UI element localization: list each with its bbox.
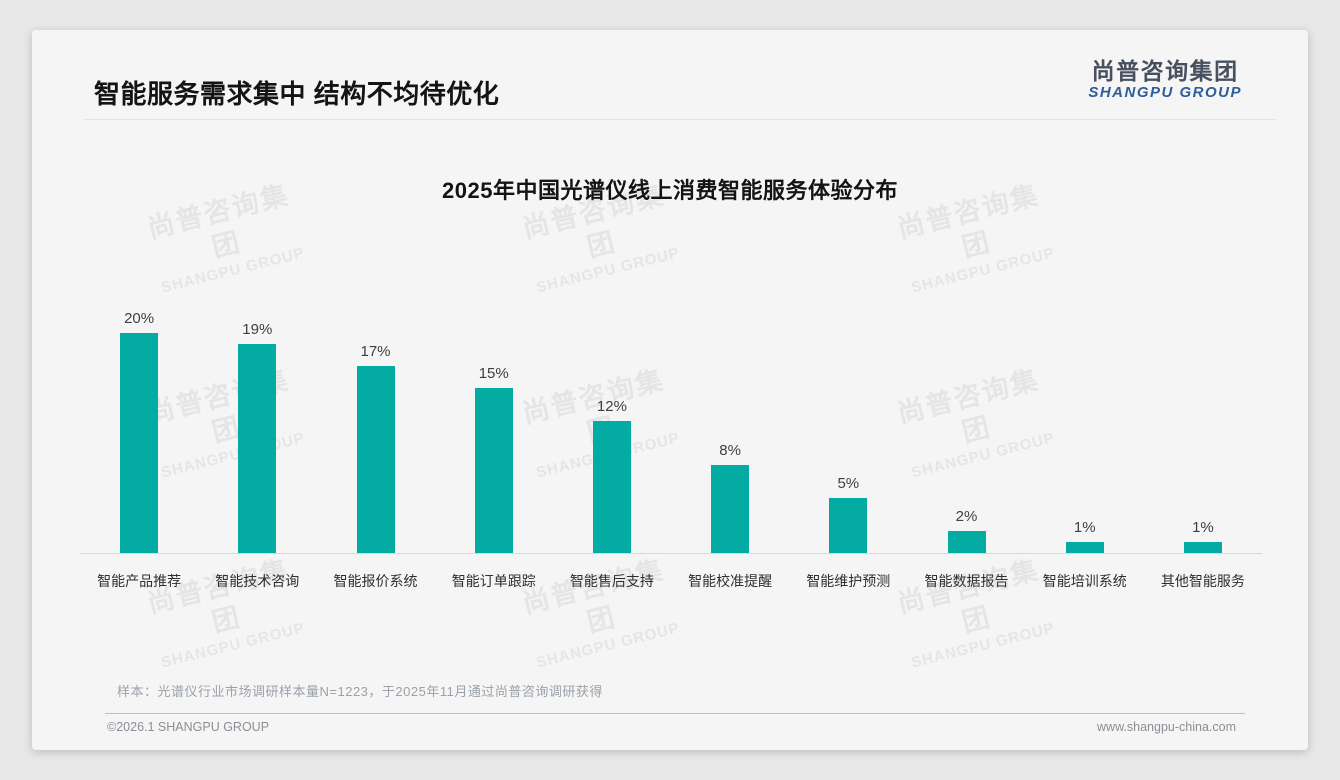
- x-axis-label: 智能数据报告: [924, 573, 1009, 589]
- x-axis-label: 智能售后支持: [569, 573, 654, 589]
- bar: [1183, 542, 1222, 553]
- watermark-english-text: SHANGPU GROUP: [909, 618, 1057, 672]
- bar-value-label: 17%: [360, 343, 391, 360]
- bar: [829, 498, 868, 553]
- x-axis-label: 智能校准提醒: [688, 573, 773, 589]
- bar-column: 2%: [907, 298, 1025, 553]
- logo-chinese-text: 尚普咨询集团: [1091, 58, 1239, 84]
- bar-column: 8%: [671, 298, 789, 553]
- company-logo: 尚普咨询集团 SHANGPU GROUP: [1088, 58, 1242, 102]
- x-axis-label: 智能报价系统: [333, 573, 418, 589]
- bar-value-label: 8%: [719, 442, 741, 459]
- bar-column: 12%: [553, 298, 671, 553]
- bar-column: 19%: [198, 298, 316, 553]
- x-axis-label: 智能培训系统: [1042, 573, 1127, 589]
- watermark-english-text: SHANGPU GROUP: [534, 243, 682, 297]
- bar: [474, 388, 513, 553]
- bar: [356, 366, 395, 553]
- x-axis-label: 智能技术咨询: [215, 573, 300, 589]
- bar-value-label: 5%: [837, 475, 860, 492]
- watermark-english-text: SHANGPU GROUP: [159, 618, 307, 672]
- plot-area: 20% 19% 17% 15% 12% 8% 5% 2% 1% 1%: [80, 298, 1262, 554]
- watermark-english-text: SHANGPU GROUP: [909, 243, 1057, 297]
- bar: [120, 333, 159, 553]
- bar-value-label: 1%: [1192, 519, 1214, 536]
- bar-column: 1%: [1026, 298, 1144, 553]
- website-url: www.shangpu-china.com: [1097, 720, 1236, 734]
- slide-card: 智能服务需求集中 结构不均待优化 尚普咨询集团 SHANGPU GROUP 尚普…: [32, 30, 1308, 750]
- title-divider: [85, 119, 1275, 120]
- bar-column: 5%: [789, 298, 907, 553]
- bar-column: 17%: [316, 298, 434, 553]
- bar-value-label: 20%: [124, 310, 155, 327]
- bar: [238, 344, 277, 553]
- bar: [592, 421, 631, 553]
- watermark-english-text: SHANGPU GROUP: [534, 618, 682, 672]
- page-title: 智能服务需求集中 结构不均待优化: [94, 79, 500, 109]
- logo-english-text: SHANGPU GROUP: [1088, 84, 1242, 102]
- x-axis-label: 智能产品推荐: [97, 573, 182, 589]
- footer-divider: [105, 713, 1245, 714]
- x-axis-label: 智能订单跟踪: [451, 573, 536, 589]
- bar: [711, 465, 750, 553]
- bar-value-label: 19%: [242, 321, 273, 338]
- bar-column: 1%: [1144, 298, 1262, 553]
- bar: [947, 531, 986, 553]
- watermark-english-text: SHANGPU GROUP: [159, 243, 307, 297]
- sample-note: 样本：光谱仪行业市场调研样本量N=1223，于2025年11月通过尚普咨询调研获…: [117, 684, 603, 699]
- x-axis-label: 智能维护预测: [806, 573, 891, 589]
- bar: [1065, 542, 1104, 553]
- copyright-text: ©2026.1 SHANGPU GROUP: [107, 720, 270, 734]
- bar-column: 20%: [80, 298, 198, 553]
- x-axis-labels: 智能产品推荐 智能技术咨询 智能报价系统 智能订单跟踪 智能售后支持 智能校准提醒 智能维护…: [80, 554, 1262, 591]
- bar-value-label: 12%: [596, 398, 627, 415]
- bar-value-label: 15%: [478, 365, 509, 382]
- x-axis-label: 其他智能服务: [1160, 573, 1245, 589]
- bar-value-label: 1%: [1073, 519, 1096, 536]
- bar-value-label: 2%: [955, 508, 978, 525]
- bar-column: 15%: [435, 298, 553, 553]
- chart-title: 2025年中国光谱仪线上消费智能服务体验分布: [442, 178, 898, 203]
